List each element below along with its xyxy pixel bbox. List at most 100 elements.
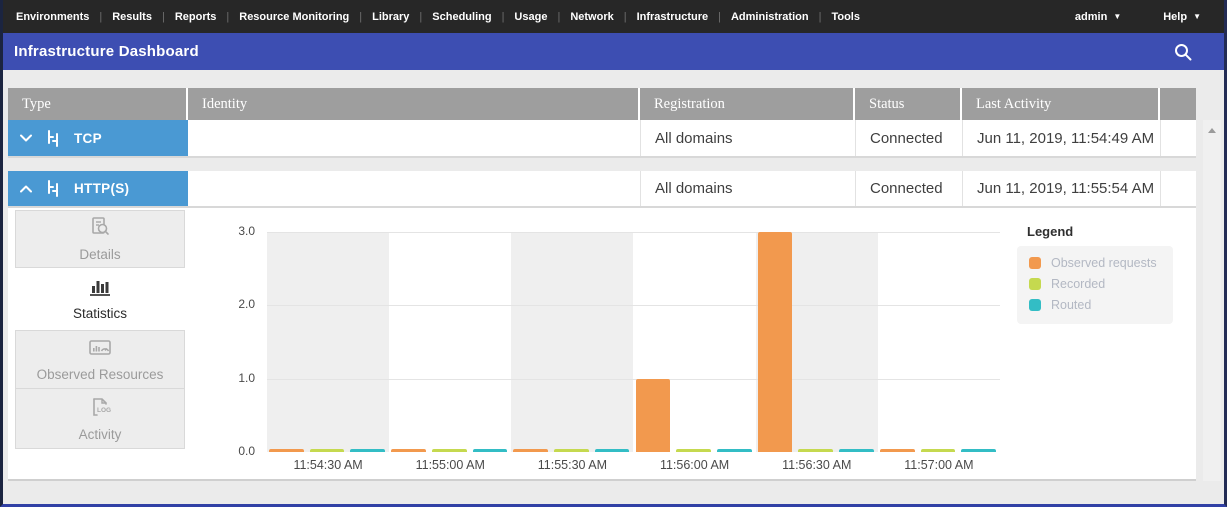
nav-item-tools[interactable]: Tools xyxy=(809,11,860,23)
tab-label: Details xyxy=(79,247,121,262)
top-nav: Environments Results Reports Resource Mo… xyxy=(3,0,1224,33)
legend-title: Legend xyxy=(1027,224,1074,239)
nav-item-infrastructure[interactable]: Infrastructure xyxy=(614,11,709,23)
chart-bar-observed-requests xyxy=(391,449,426,452)
svg-text:LOG: LOG xyxy=(97,407,111,414)
column-header-type[interactable]: Type xyxy=(8,88,188,120)
chart-bar-routed xyxy=(716,449,752,452)
y-tick-label: 3.0 xyxy=(238,224,255,238)
chart-bar-observed-requests xyxy=(513,449,549,452)
top-nav-menu: Environments Results Reports Resource Mo… xyxy=(16,11,860,23)
y-tick-label: 2.0 xyxy=(238,297,255,312)
nav-item-usage[interactable]: Usage xyxy=(492,11,547,23)
row-type-label: HTTP(S) xyxy=(74,181,130,196)
nav-item-scheduling[interactable]: Scheduling xyxy=(409,11,491,23)
y-tick-label: 1.0 xyxy=(238,370,255,385)
chart-bar-observed-requests xyxy=(879,449,915,452)
legend-entry-observed-requests: Observed requests xyxy=(1029,256,1173,270)
column-header-last-activity[interactable]: Last Activity xyxy=(962,88,1160,120)
chart-band xyxy=(267,232,390,452)
legend-label: Observed requests xyxy=(1051,256,1157,270)
tab-observed-resources[interactable]: Observed Resources xyxy=(15,331,185,389)
gridline xyxy=(267,305,1000,307)
tcp-status-cell: Connected xyxy=(855,120,962,156)
legend-label: Routed xyxy=(1051,298,1092,312)
x-tick-label: 11:55:00 AM xyxy=(415,458,485,472)
https-identity-cell xyxy=(188,171,640,206)
tab-label: Statistics xyxy=(72,306,127,321)
statistics-chart xyxy=(267,232,1000,452)
column-header-empty xyxy=(1160,88,1196,120)
x-tick-label: 11:54:30 AM xyxy=(293,458,363,472)
chart-bar-routed xyxy=(594,449,630,452)
https-status-cell: Connected xyxy=(855,171,962,206)
x-tick-label: 11:56:30 AM xyxy=(782,458,852,472)
chart-bar-recorded xyxy=(309,449,345,452)
chevron-down-icon: ▼ xyxy=(1193,11,1201,21)
routed-swatch xyxy=(1029,299,1041,311)
statistics-icon xyxy=(90,281,110,296)
chart-bar-routed xyxy=(961,449,996,452)
tab-label: Observed Resources xyxy=(36,366,164,382)
table-row-tcp[interactable]: TCP All domains Connected Jun 11, 2019, … xyxy=(8,120,1196,158)
chart-bar-routed xyxy=(472,449,508,452)
chart-band xyxy=(877,232,1000,452)
https-expanded-panel: Details Statistics Observed Resources LO… xyxy=(8,208,1196,481)
help-menu[interactable]: Help ▼ xyxy=(1163,11,1201,23)
tcp-empty-cell xyxy=(1160,120,1196,156)
chart-bar-observed-requests xyxy=(269,449,304,452)
chart-bar-routed xyxy=(350,449,386,452)
help-label: Help xyxy=(1163,10,1188,23)
port-icon xyxy=(48,129,58,147)
chart-legend: Observed requests Recorded Routed xyxy=(1017,246,1173,324)
nav-item-resource-monitoring[interactable]: Resource Monitoring xyxy=(216,11,349,23)
nav-item-results[interactable]: Results xyxy=(89,11,152,23)
chart-bar-recorded xyxy=(798,449,834,452)
row-type-label: TCP xyxy=(74,130,102,146)
column-header-registration[interactable]: Registration xyxy=(640,88,855,120)
chart-bar-recorded xyxy=(920,449,956,452)
tcp-identity-cell xyxy=(188,120,640,156)
page-header: Infrastructure Dashboard xyxy=(3,33,1224,70)
gridline xyxy=(267,378,1000,380)
chart-bar-observed-requests xyxy=(757,232,793,452)
chart-bar-observed-requests xyxy=(635,379,671,452)
vertical-scrollbar[interactable] xyxy=(1203,120,1221,481)
chevron-down-icon[interactable] xyxy=(20,134,32,142)
page-title: Infrastructure Dashboard xyxy=(14,43,199,60)
observed-requests-swatch xyxy=(1029,257,1041,269)
column-header-status[interactable]: Status xyxy=(855,88,962,120)
scrollbar-up-arrow[interactable] xyxy=(1208,128,1216,133)
chart-bar-recorded xyxy=(676,449,711,452)
table-header: Type Identity Registration Status Last A… xyxy=(8,88,1196,120)
chart-bar-routed xyxy=(839,449,874,452)
chart-band xyxy=(511,232,634,452)
legend-entry-routed: Routed xyxy=(1029,298,1173,312)
tab-statistics[interactable]: Statistics xyxy=(15,268,185,331)
chart-bar-recorded xyxy=(554,449,589,452)
tab-details[interactable]: Details xyxy=(15,210,185,268)
y-tick-label: 0.0 xyxy=(238,444,255,458)
nav-item-network[interactable]: Network xyxy=(547,11,613,23)
column-header-identity[interactable]: Identity xyxy=(188,88,640,120)
nav-item-library[interactable]: Library xyxy=(349,11,409,23)
admin-user-menu[interactable]: admin ▼ xyxy=(1075,11,1121,23)
chevron-down-icon: ▼ xyxy=(1113,11,1122,21)
chevron-up-icon[interactable] xyxy=(20,185,32,193)
table-row-https[interactable]: HTTP(S) All domains Connected Jun 11, 20… xyxy=(8,171,1196,208)
tab-activity[interactable]: LOG Activity xyxy=(15,389,185,449)
chart-band xyxy=(389,232,512,452)
https-type-cell[interactable]: HTTP(S) xyxy=(8,171,188,206)
tcp-registration-cell: All domains xyxy=(640,120,855,156)
recorded-swatch xyxy=(1029,278,1041,290)
nav-item-administration[interactable]: Administration xyxy=(708,11,809,23)
search-icon[interactable] xyxy=(1173,42,1193,62)
nav-item-environments[interactable]: Environments xyxy=(16,10,90,23)
legend-entry-recorded: Recorded xyxy=(1029,277,1173,291)
nav-item-reports[interactable]: Reports xyxy=(152,11,217,23)
legend-label: Recorded xyxy=(1051,277,1106,291)
details-icon xyxy=(92,217,109,235)
admin-user-label: admin xyxy=(1074,10,1108,23)
tcp-type-cell[interactable]: TCP xyxy=(8,120,188,156)
